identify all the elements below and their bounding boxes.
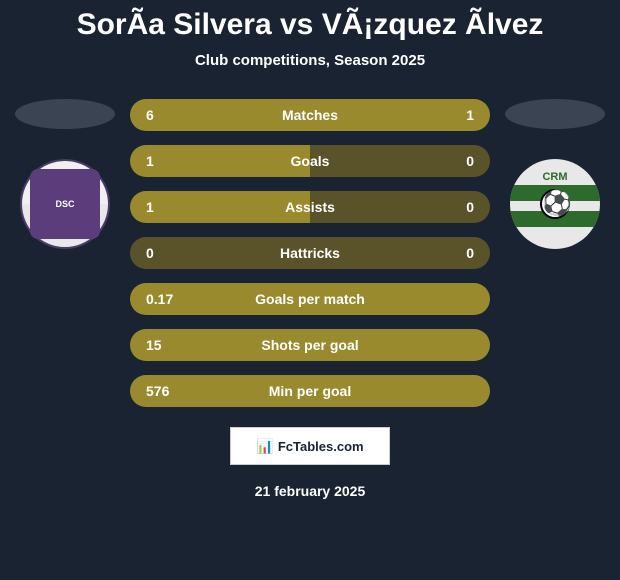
stat-label: Min per goal bbox=[269, 383, 351, 399]
footer-brand-text: FcTables.com bbox=[278, 439, 364, 454]
stat-right-value: 0 bbox=[466, 199, 474, 215]
stat-left-value: 576 bbox=[146, 383, 169, 399]
left-team-logo-label: DSC bbox=[30, 169, 100, 239]
stat-row: 1 Assists 0 bbox=[130, 191, 490, 223]
soccer-ball-icon bbox=[540, 189, 570, 219]
stat-left-value: 15 bbox=[146, 337, 162, 353]
stat-label: Goals per match bbox=[255, 291, 365, 307]
right-team-logo-label: CRM bbox=[542, 171, 567, 183]
stat-left-value: 0.17 bbox=[146, 291, 173, 307]
page-title: SorÃ­a Silvera vs VÃ¡zquez Ãlvez bbox=[77, 8, 544, 42]
stat-row: 0.17 Goals per match bbox=[130, 283, 490, 315]
stat-right-value: 0 bbox=[466, 245, 474, 261]
stat-row: 576 Min per goal bbox=[130, 375, 490, 407]
stat-row: 6 Matches 1 bbox=[130, 99, 490, 131]
left-team-logo: DSC bbox=[20, 159, 110, 249]
stat-label: Hattricks bbox=[280, 245, 340, 261]
left-player-column: DSC bbox=[10, 99, 120, 249]
stat-label: Shots per goal bbox=[261, 337, 358, 353]
stat-row: 0 Hattricks 0 bbox=[130, 237, 490, 269]
date-label: 21 february 2025 bbox=[255, 483, 366, 499]
stat-label: Matches bbox=[282, 107, 338, 123]
stat-label: Assists bbox=[285, 199, 335, 215]
chart-icon: 📊 bbox=[256, 438, 273, 455]
stats-column: 6 Matches 1 1 Goals 0 1 Assists 0 0 Hattricks 0 0.17… bbox=[130, 99, 490, 407]
main-content: DSC 6Matches11Goals01Assists00Hattricks0… bbox=[0, 99, 620, 407]
right-team-logo: CRM bbox=[510, 159, 600, 249]
stat-left-value: 0 bbox=[146, 245, 154, 261]
subtitle: Club competitions, Season 2025 bbox=[195, 52, 425, 69]
stat-left-value: 1 bbox=[146, 153, 154, 169]
footer-brand-logo: 📊 FcTables.com bbox=[230, 427, 390, 465]
right-player-column: CRM bbox=[500, 99, 610, 249]
stat-right-value: 0 bbox=[466, 153, 474, 169]
stat-label: Goals bbox=[291, 153, 330, 169]
stat-row: 15 Shots per goal bbox=[130, 329, 490, 361]
right-player-silhouette bbox=[505, 99, 605, 129]
stat-right-value: 1 bbox=[466, 107, 474, 123]
stat-left-value: 1 bbox=[146, 199, 154, 215]
left-player-silhouette bbox=[15, 99, 115, 129]
stat-row: 1 Goals 0 bbox=[130, 145, 490, 177]
stat-left-value: 6 bbox=[146, 107, 154, 123]
